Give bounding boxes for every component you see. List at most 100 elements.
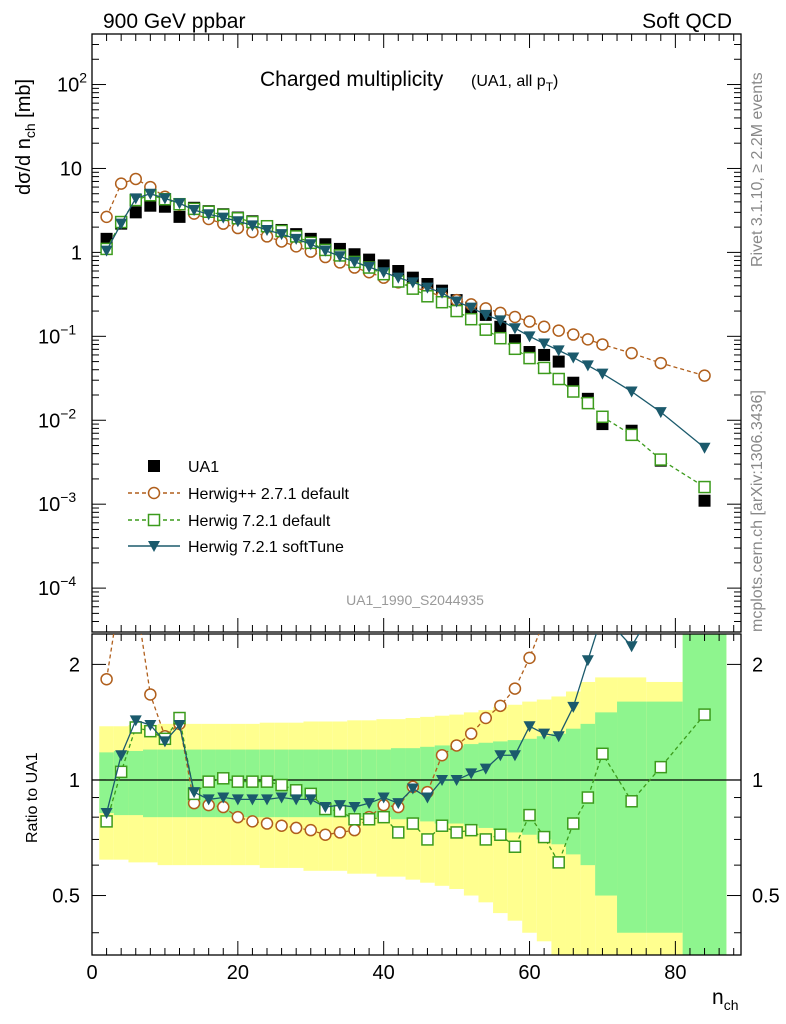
data-point	[304, 239, 317, 251]
ratio-point	[348, 802, 361, 814]
ratio-point	[464, 823, 478, 837]
ratio-point	[319, 802, 332, 814]
ratio-point	[552, 731, 565, 743]
chart-subtitle: (UA1, all pT)	[471, 73, 558, 94]
y-tick-label-exp: −1	[60, 321, 76, 337]
ratio-point	[435, 748, 449, 762]
y-axis-label-sub: ch	[22, 123, 38, 138]
band-inner	[617, 701, 647, 933]
ratio-series-3	[100, 634, 640, 820]
ratio-point	[450, 774, 463, 786]
band-inner	[463, 744, 479, 826]
energy-label: 900 GeV ppbar	[103, 10, 245, 33]
ratio-point	[581, 791, 595, 804]
ratio-line	[105, 714, 706, 864]
data-point	[523, 331, 536, 343]
ratio-point	[596, 747, 609, 761]
x-tick-label: 60	[518, 962, 540, 984]
ratio-point	[568, 566, 579, 577]
ratio-point	[348, 813, 361, 826]
chart-subtitle-end: )	[553, 73, 558, 90]
data-point	[406, 277, 419, 289]
band-inner	[347, 749, 362, 818]
ratio-point	[597, 543, 608, 554]
ratio-point	[173, 720, 186, 732]
legend-marker-herwig7-softtune	[148, 541, 160, 552]
y-tick-label: 10−1	[38, 321, 76, 348]
y-tick-label: 10−4	[38, 573, 76, 600]
ratio-point	[464, 727, 478, 740]
ratio-point	[435, 819, 449, 832]
ratio-point	[158, 736, 171, 748]
ratio-point	[625, 795, 638, 808]
y-tick-label: 10	[60, 158, 82, 180]
x-axis-label-sub: ch	[724, 997, 739, 1013]
band-inner	[646, 701, 683, 933]
chart-title: Charged multiplicity	[260, 68, 444, 91]
ratio-point	[406, 817, 420, 830]
data-point	[581, 333, 595, 346]
ratio-series-2	[100, 708, 711, 869]
ratio-y-tick-label-right: 0.5	[752, 886, 780, 908]
ratio-point	[465, 768, 478, 780]
ratio-point	[202, 775, 215, 788]
ratio-point	[116, 581, 127, 592]
ratio-point	[304, 794, 317, 806]
legend-label-herwigpp: Herwig++ 2.7.1 default	[188, 486, 350, 503]
data-point	[479, 309, 492, 321]
ratio-y-tick-label-right: 1	[752, 770, 763, 792]
band-inner	[536, 736, 552, 840]
ratio-point	[625, 641, 638, 653]
y-tick-label-base: 10	[38, 494, 60, 516]
data-point	[261, 224, 274, 236]
ratio-point	[655, 506, 666, 517]
ratio-point	[115, 750, 128, 762]
ratio-point	[553, 581, 564, 592]
data-point	[217, 212, 230, 224]
ratio-point	[421, 833, 434, 846]
band-inner	[478, 742, 494, 828]
category-label: Soft QCD	[642, 10, 732, 33]
data-point	[596, 368, 609, 380]
band-inner	[682, 634, 727, 955]
data-point	[596, 410, 609, 424]
data-point	[698, 480, 711, 494]
data-point	[625, 386, 638, 398]
ratio-point	[100, 808, 113, 820]
ratio-point	[304, 823, 318, 837]
ratio-point	[392, 826, 405, 839]
ratio-point	[508, 840, 522, 853]
data-point	[144, 188, 157, 200]
ratio-point	[523, 651, 536, 665]
chart-subtitle-text: (UA1, all p	[471, 73, 546, 90]
ratio-point	[363, 798, 376, 810]
ratio-point	[333, 800, 346, 812]
data-point-ua1	[129, 206, 142, 219]
ratio-frame	[91, 633, 742, 956]
data-point	[581, 360, 594, 372]
analysis-id: UA1_1990_S2044935	[346, 592, 484, 608]
ratio-point	[348, 823, 361, 837]
y-tick-label-exp: −2	[60, 405, 76, 421]
band-inner	[507, 740, 523, 833]
data-point	[523, 351, 536, 365]
ratio-point	[217, 772, 230, 785]
y-tick-label-base: 10	[38, 578, 60, 600]
ratio-point	[508, 750, 521, 762]
ratio-point	[246, 794, 259, 806]
series-line	[106, 194, 705, 488]
legend-marker-herwig7-default	[147, 513, 161, 527]
data-point	[100, 210, 113, 224]
data-point	[698, 442, 711, 454]
x-axis-label: nch	[712, 986, 738, 1013]
ratio-y-axis-label: Ratio to UA1	[24, 752, 41, 843]
y-tick-label: 10−2	[38, 405, 76, 432]
x-tick-label: 0	[86, 962, 97, 984]
ratio-point	[188, 787, 201, 799]
ratio-point	[450, 739, 463, 752]
data-point	[581, 396, 595, 410]
ratio-point	[114, 765, 128, 779]
y-tick-label-exp: −3	[60, 489, 76, 505]
ratio-point	[289, 784, 303, 797]
ratio-point	[333, 826, 347, 839]
